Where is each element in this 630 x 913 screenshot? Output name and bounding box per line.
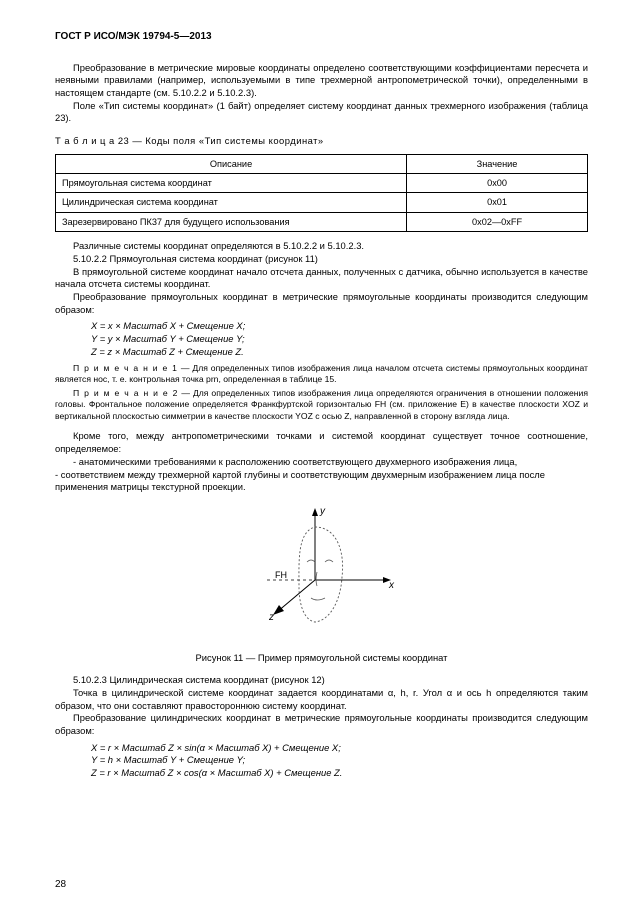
equation: Y = y × Масштаб Y + Смещение Y;	[91, 333, 588, 346]
equation: Z = z × Масштаб Z + Смещение Z.	[91, 346, 588, 359]
note: П р и м е ч а н и е 1 — Для определенных…	[55, 363, 588, 386]
codes-table: Описание Значение Прямоугольная система …	[55, 154, 588, 233]
table-cell: 0x02—0xFF	[407, 212, 588, 231]
note-lead: П р и м е ч а н и е 1	[73, 363, 178, 373]
fh-label: FH	[275, 570, 287, 580]
paragraph: Кроме того, между антропометрическими то…	[55, 430, 588, 455]
note: П р и м е ч а н и е 2 — Для определенных…	[55, 388, 588, 423]
axis-label-y: y	[319, 506, 326, 517]
list-item: - анатомическими требованиями к располож…	[55, 456, 588, 469]
figure-11: y x z FH	[55, 502, 588, 646]
equation-block: X = x × Масштаб X + Смещение X; Y = y × …	[91, 320, 588, 358]
equation: X = x × Масштаб X + Смещение X;	[91, 320, 588, 333]
table-cell: 0x00	[407, 174, 588, 193]
figure-caption: Рисунок 11 — Пример прямоугольной систем…	[55, 652, 588, 665]
page: ГОСТ Р ИСО/МЭК 19794-5—2013 Преобразован…	[0, 0, 630, 913]
paragraph: 5.10.2.3 Цилиндрическая система координа…	[55, 674, 588, 687]
paragraph: В прямоугольной системе координат начало…	[55, 266, 588, 291]
table-header: Значение	[407, 154, 588, 173]
note-lead: П р и м е ч а н и е 2	[73, 388, 178, 398]
table-caption: Т а б л и ц а 23 — Коды поля «Тип систем…	[55, 135, 588, 148]
paragraph: Преобразование прямоугольных координат в…	[55, 291, 588, 316]
coord-system-icon: y x z FH	[237, 502, 407, 642]
equation-block: X = r × Масштаб Z × sin(α × Масштаб X) +…	[91, 742, 588, 780]
table-cell: Зарезервировано ПК37 для будущего исполь…	[56, 212, 407, 231]
table-row: Зарезервировано ПК37 для будущего исполь…	[56, 212, 588, 231]
table-header: Описание	[56, 154, 407, 173]
paragraph: Поле «Тип системы координат» (1 байт) оп…	[55, 100, 588, 125]
paragraph: Преобразование в метрические мировые коо…	[55, 62, 588, 100]
equation: Y = h × Масштаб Y + Смещение Y;	[91, 754, 588, 767]
paragraph: Преобразование цилиндрических координат …	[55, 712, 588, 737]
table-cell: 0x01	[407, 193, 588, 212]
paragraph: 5.10.2.2 Прямоугольная система координат…	[55, 253, 588, 266]
doc-header: ГОСТ Р ИСО/МЭК 19794-5—2013	[55, 30, 588, 44]
list-item: - соответствием между трехмерной картой …	[55, 469, 588, 494]
paragraph: Различные системы координат определяются…	[55, 240, 588, 253]
axis-label-x: x	[388, 580, 395, 591]
page-number: 28	[55, 878, 66, 892]
equation: X = r × Масштаб Z × sin(α × Масштаб X) +…	[91, 742, 588, 755]
equation: Z = r × Масштаб Z × cos(α × Масштаб X) +…	[91, 767, 588, 780]
axis-label-z: z	[268, 612, 274, 623]
table-row: Прямоугольная система координат 0x00	[56, 174, 588, 193]
paragraph: Точка в цилиндрической системе координат…	[55, 687, 588, 712]
table-row: Цилиндрическая система координат 0x01	[56, 193, 588, 212]
table-cell: Прямоугольная система координат	[56, 174, 407, 193]
table-cell: Цилиндрическая система координат	[56, 193, 407, 212]
